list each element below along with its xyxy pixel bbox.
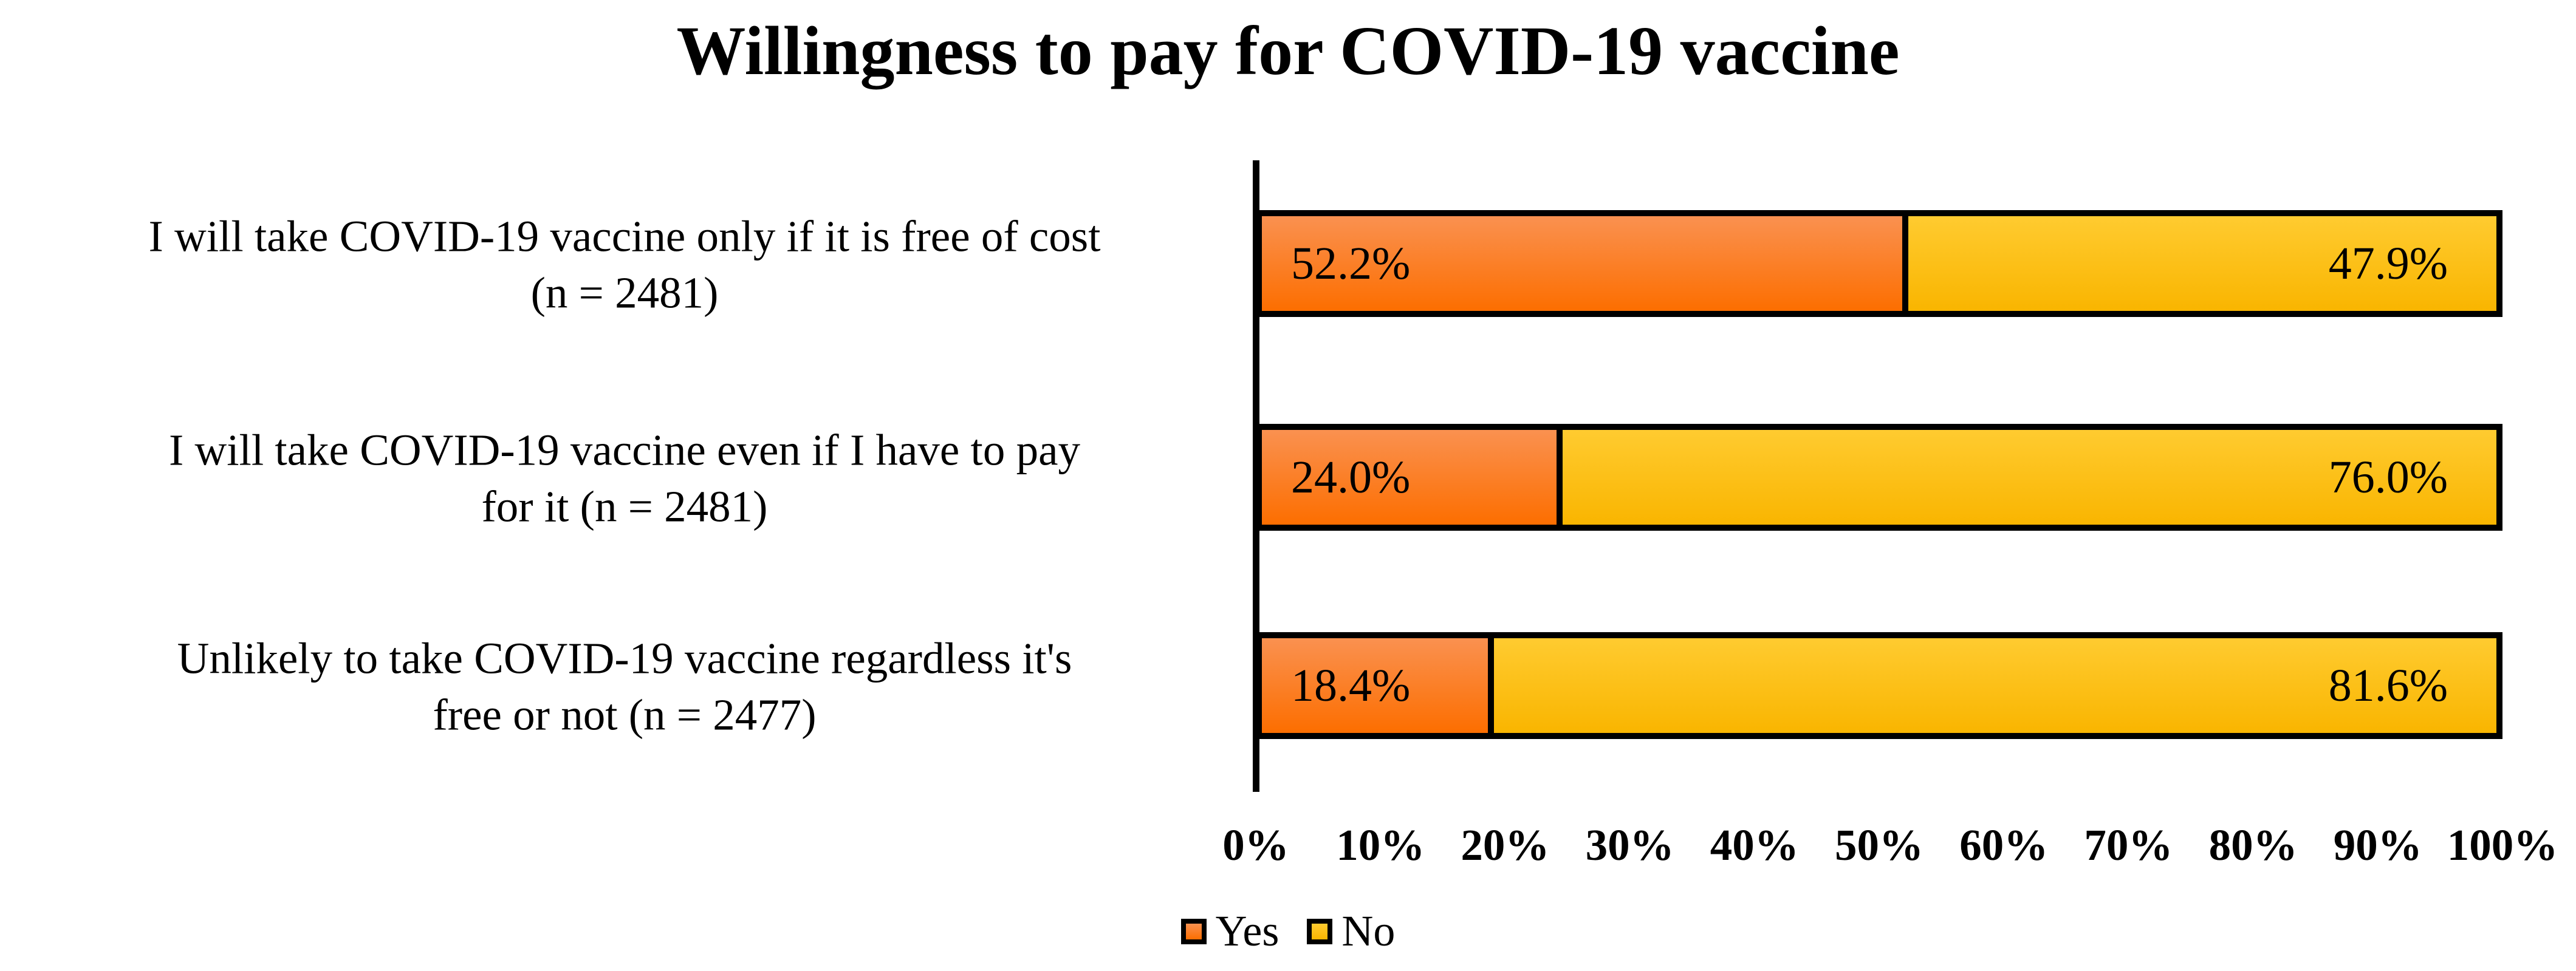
x-axis-tick-label: 60% <box>1959 820 2049 870</box>
bar-row: 24.0% 76.0% <box>1256 424 2502 531</box>
x-axis-tick-label: 40% <box>1710 820 1799 870</box>
x-axis-tick-label: 0% <box>1222 820 1289 870</box>
value-label: 24.0% <box>1291 451 1411 503</box>
x-axis-tick-label: 30% <box>1585 820 1674 870</box>
value-label: 81.6% <box>2328 659 2448 711</box>
bar-segment-no: 81.6% <box>1491 632 2502 739</box>
category-label-line: for it (n = 2481) <box>481 482 768 531</box>
x-axis-tick-label: 100% <box>2447 820 2558 870</box>
category-label-line: Unlikely to take COVID-19 vaccine regard… <box>177 633 1072 683</box>
x-axis-tick-label: 90% <box>2333 820 2422 870</box>
x-axis-tick-label: 50% <box>1835 820 1923 870</box>
chart-title: Willingness to pay for COVID-19 vaccine <box>676 12 1900 89</box>
x-axis: 0% 10% 20% 30% 40% 50% 60% 70% 80% 90% 1… <box>1222 820 2558 877</box>
category-label-line: I will take COVID-19 vaccine even if I h… <box>169 425 1080 475</box>
legend-label-yes: Yes <box>1215 907 1279 955</box>
x-axis-tick-label: 70% <box>2084 820 2173 870</box>
legend-item-no: No <box>1307 906 1395 956</box>
category-label-line: I will take COVID-19 vaccine only if it … <box>148 211 1101 261</box>
category-label: I will take COVID-19 vaccine only if it … <box>5 208 1244 322</box>
bar-segment-yes: 18.4% <box>1256 632 1492 739</box>
bar-row: 18.4% 81.6% <box>1256 632 2502 739</box>
value-label: 18.4% <box>1291 659 1411 711</box>
legend-swatch-yes <box>1180 918 1207 944</box>
bar-segment-yes: 52.2% <box>1256 210 1906 317</box>
category-label-line: (n = 2481) <box>530 268 719 318</box>
x-axis-tick-label: 80% <box>2208 820 2298 870</box>
legend-swatch-no <box>1307 918 1333 944</box>
value-label: 76.0% <box>2328 451 2448 503</box>
category-label-line: free or not (n = 2477) <box>433 690 817 740</box>
x-axis-tick-label: 10% <box>1336 820 1425 870</box>
bar-segment-yes: 24.0% <box>1256 424 1560 531</box>
legend: Yes No <box>0 906 2576 956</box>
bar-segment-no: 76.0% <box>1560 424 2502 531</box>
category-label: Unlikely to take COVID-19 vaccine regard… <box>5 630 1244 744</box>
legend-label-no: No <box>1341 907 1396 955</box>
x-axis-tick-label: 20% <box>1461 820 1550 870</box>
legend-item-yes: Yes <box>1180 906 1279 956</box>
category-label: I will take COVID-19 vaccine even if I h… <box>5 422 1244 536</box>
value-label: 47.9% <box>2328 237 2448 289</box>
value-label: 52.2% <box>1291 237 1411 289</box>
bar-segment-no: 47.9% <box>1905 210 2502 317</box>
bar-row: 52.2% 47.9% <box>1256 210 2502 317</box>
